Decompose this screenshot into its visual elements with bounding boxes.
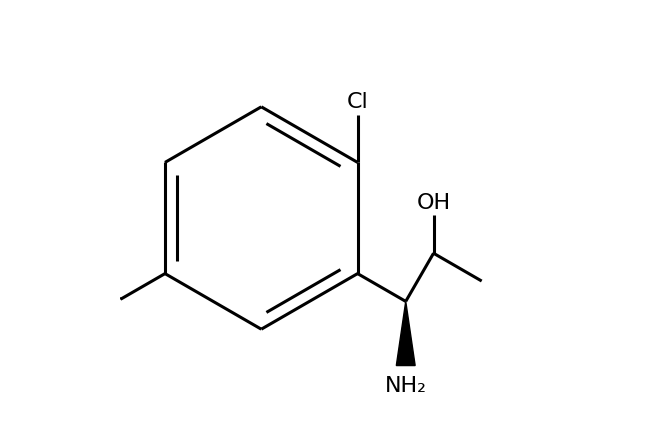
Text: NH₂: NH₂ <box>385 376 427 396</box>
Polygon shape <box>396 301 415 365</box>
Text: OH: OH <box>416 193 451 213</box>
Text: Cl: Cl <box>347 92 369 112</box>
